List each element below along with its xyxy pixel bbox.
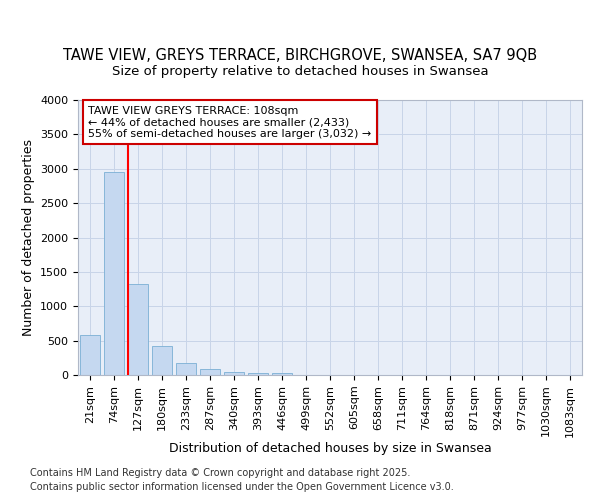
- Bar: [104, 172, 124, 375]
- Bar: [248, 372, 268, 375]
- Bar: [176, 364, 196, 375]
- Text: Contains public sector information licensed under the Open Government Licence v3: Contains public sector information licen…: [30, 482, 454, 492]
- Text: Size of property relative to detached houses in Swansea: Size of property relative to detached ho…: [112, 64, 488, 78]
- Bar: [80, 335, 100, 375]
- Text: TAWE VIEW, GREYS TERRACE, BIRCHGROVE, SWANSEA, SA7 9QB: TAWE VIEW, GREYS TERRACE, BIRCHGROVE, SW…: [63, 48, 537, 62]
- Y-axis label: Number of detached properties: Number of detached properties: [22, 139, 35, 336]
- Text: Contains HM Land Registry data © Crown copyright and database right 2025.: Contains HM Land Registry data © Crown c…: [30, 468, 410, 477]
- Bar: [128, 284, 148, 375]
- Bar: [224, 372, 244, 375]
- Bar: [272, 374, 292, 375]
- Text: TAWE VIEW GREYS TERRACE: 108sqm
← 44% of detached houses are smaller (2,433)
55%: TAWE VIEW GREYS TERRACE: 108sqm ← 44% of…: [88, 106, 371, 138]
- Bar: [200, 369, 220, 375]
- X-axis label: Distribution of detached houses by size in Swansea: Distribution of detached houses by size …: [169, 442, 491, 455]
- Bar: [152, 346, 172, 375]
